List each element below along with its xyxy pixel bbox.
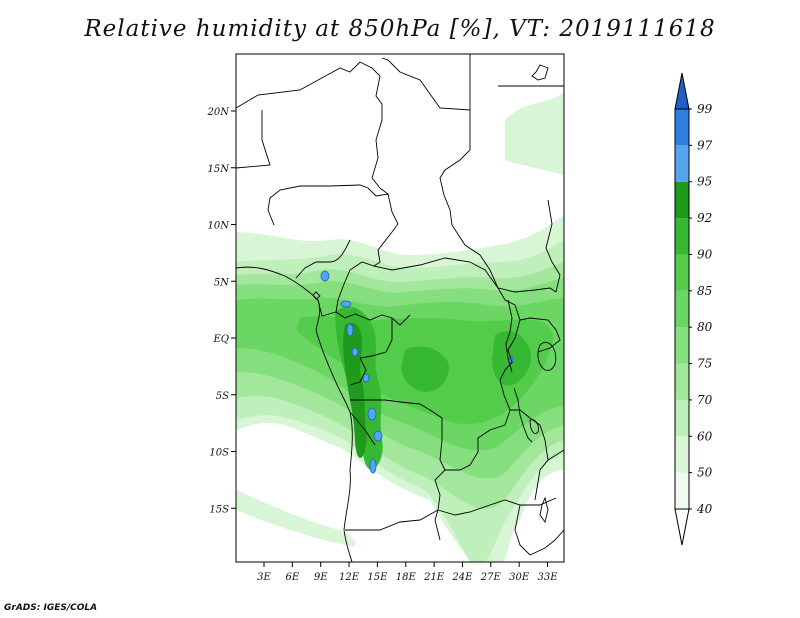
colorbar-label: 60	[697, 429, 713, 443]
lon-label: 18E	[396, 572, 417, 583]
lon-label: 15E	[367, 572, 388, 583]
colorbar-segment	[675, 399, 689, 437]
lat-label: 15S	[209, 504, 229, 515]
lon-label: 24E	[451, 572, 473, 583]
lat-label: 5N	[214, 277, 230, 288]
map-frame	[235, 53, 565, 563]
colorbar-segment	[675, 145, 689, 182]
colorbar-label: 95	[697, 175, 712, 189]
lon-label: 30E	[509, 572, 530, 583]
grads-credit: GrADS: IGES/COLA	[4, 603, 98, 613]
colorbar-label: 85	[697, 284, 712, 298]
colorbar-label: 90	[697, 247, 713, 261]
lon-label: 9E	[314, 572, 328, 583]
lon-label: 12E	[339, 572, 360, 583]
colorbar-segment	[675, 472, 689, 509]
latitude-axis: 20N 15N 10N 5N EQ 5S 10S 15S	[207, 107, 236, 515]
lat-label: 10S	[209, 448, 229, 459]
colorbar-segment	[675, 436, 689, 473]
colorbar-segment	[675, 218, 689, 255]
colorbar-segment	[675, 109, 689, 146]
colorbar-label: 99	[697, 102, 713, 116]
colorbar-high-arrow	[674, 72, 690, 110]
colorbar-label: 40	[696, 502, 713, 516]
longitude-axis: 3E 6E 9E 12E 15E 18E 21E 24E 27E 30E 33E	[257, 562, 558, 583]
colorbar-frame	[674, 108, 690, 510]
colorbar-label: 70	[697, 393, 713, 407]
lon-label: 33E	[537, 572, 558, 583]
map-title: Relative humidity at 850hPa [%], VT: 201…	[84, 16, 716, 42]
colorbar-low-arrow	[674, 508, 690, 546]
colorbar-segment	[675, 181, 689, 219]
colorbar-label: 75	[697, 357, 712, 371]
colorbar-label: 97	[697, 138, 713, 152]
rh-90-patch-central	[401, 346, 449, 392]
humidity-field	[236, 54, 564, 562]
lat-label: 15N	[208, 164, 231, 175]
colorbar: 40 50 60 70 75 80 85 90 92 95 97 99	[674, 72, 713, 546]
colorbar-label: 50	[697, 466, 713, 480]
lat-label: EQ	[213, 334, 230, 345]
lat-label: 5S	[216, 391, 229, 402]
colorbar-segment	[675, 327, 689, 364]
lon-label: 27E	[480, 572, 502, 583]
colorbar-segment	[675, 290, 689, 328]
lon-label: 21E	[423, 572, 445, 583]
colorbar-segment	[675, 363, 689, 400]
lon-label: 6E	[286, 572, 300, 583]
lon-label: 3E	[257, 572, 271, 583]
borders	[236, 54, 564, 562]
lat-label: 20N	[207, 107, 231, 118]
lat-label: 10N	[208, 221, 231, 232]
colorbar-segment	[675, 254, 689, 291]
colorbar-label: 92	[697, 211, 712, 225]
rh-50-patch-sw	[236, 490, 356, 547]
colorbar-label: 80	[697, 320, 713, 334]
rh-50-patch-ne	[505, 92, 564, 175]
